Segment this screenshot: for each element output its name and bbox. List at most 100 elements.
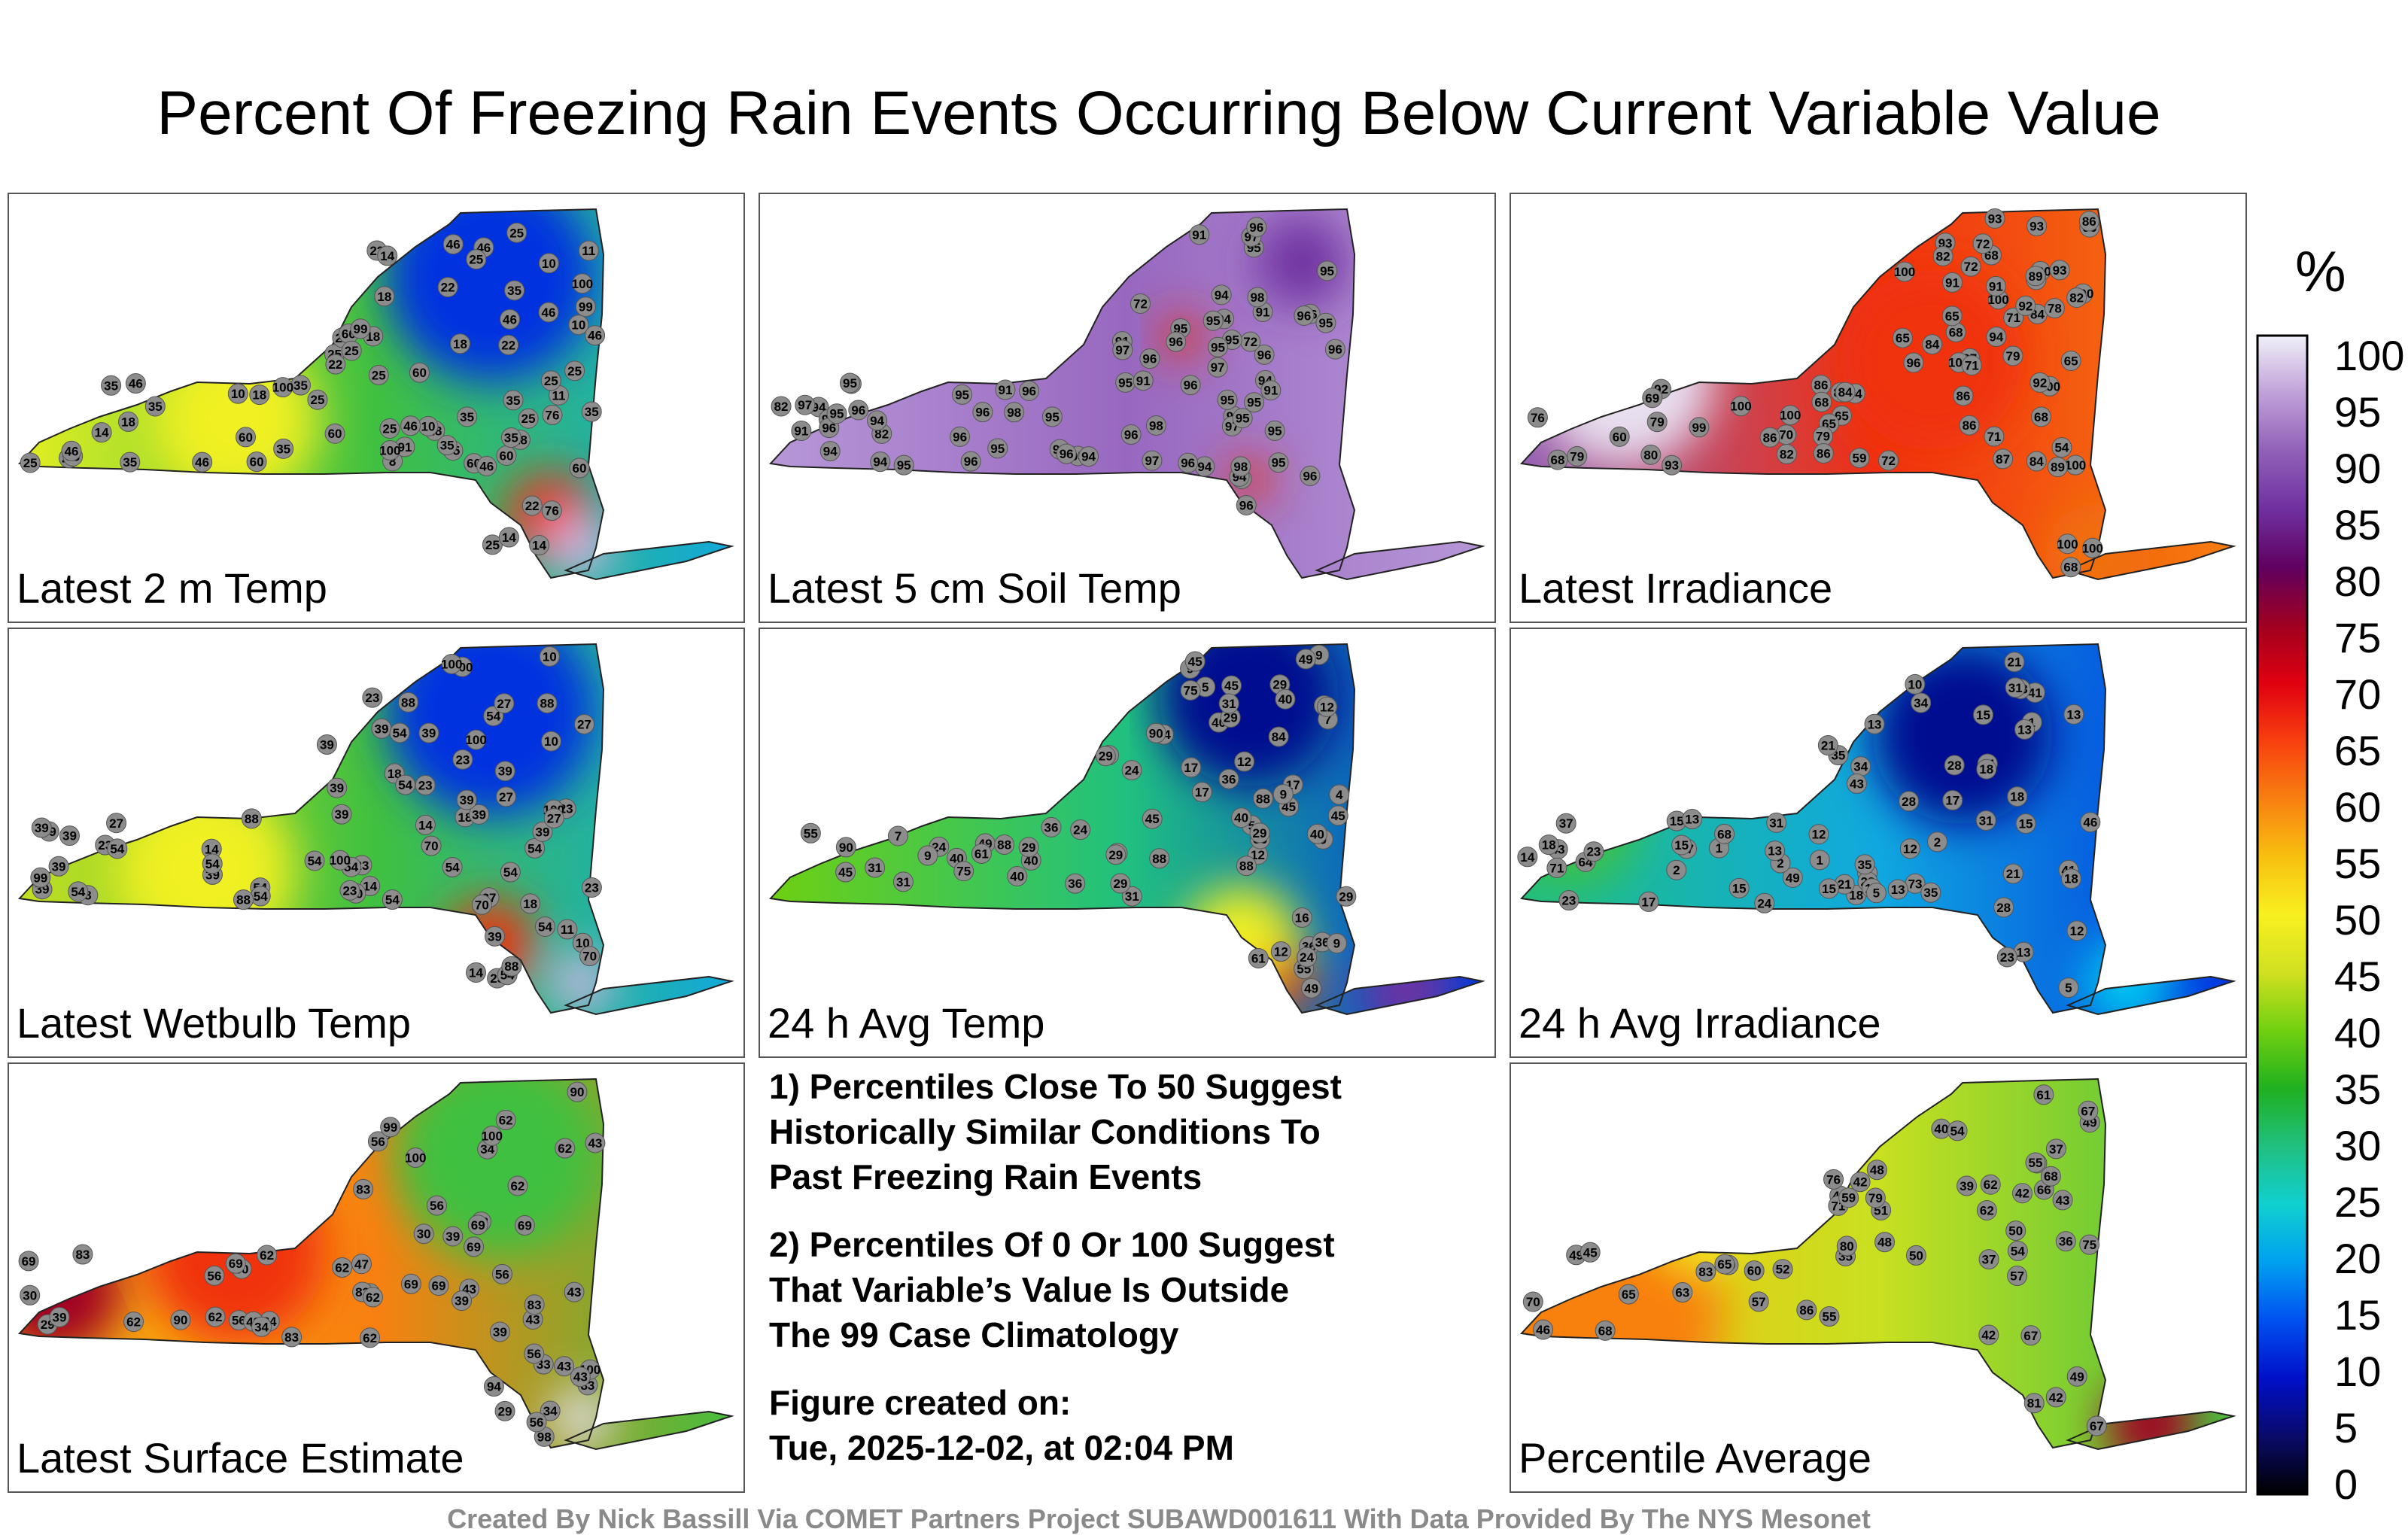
station-value: 17 xyxy=(1641,895,1655,909)
station-value: 35 xyxy=(276,442,290,456)
station-marker: 61 xyxy=(1248,947,1269,968)
panel-24h-avg-irradiance: 3734463118124334172123123491415121131227… xyxy=(1510,628,2247,1058)
station-value: 12 xyxy=(1903,842,1917,856)
station-marker: 60 xyxy=(236,427,257,448)
station-value: 68 xyxy=(1598,1324,1613,1338)
station-marker: 68 xyxy=(2031,406,2052,427)
station-value: 45 xyxy=(838,865,853,880)
station-value: 59 xyxy=(1852,451,1866,466)
station-value: 54 xyxy=(110,842,124,856)
station-value: 65 xyxy=(1896,331,1910,345)
station-marker: 62 xyxy=(257,1245,278,1266)
station-marker: 17 xyxy=(1191,782,1212,803)
station-value: 71 xyxy=(1549,861,1564,875)
station-value: 39 xyxy=(460,793,474,807)
station-value: 13 xyxy=(1891,883,1905,897)
station-value: 95 xyxy=(897,458,911,473)
station-marker: 56 xyxy=(204,1265,225,1286)
station-value: 100 xyxy=(272,381,293,395)
note-1: 1) Percentiles Close To 50 Suggest Histo… xyxy=(769,1064,1491,1199)
station-marker: 83 xyxy=(72,1244,93,1265)
station-value: 31 xyxy=(896,875,911,889)
colorbar-gradient xyxy=(2256,334,2309,1496)
station-marker: 10 xyxy=(568,315,589,336)
station-marker: 10 xyxy=(227,383,248,404)
station-marker: 50 xyxy=(1905,1245,1926,1266)
station-marker: 86 xyxy=(1953,385,1974,406)
station-value: 54 xyxy=(528,841,542,856)
station-value: 29 xyxy=(1224,711,1238,725)
station-value: 16 xyxy=(1295,910,1309,925)
station-value: 54 xyxy=(254,889,268,904)
station-marker: 72 xyxy=(1240,331,1261,352)
station-marker: 54 xyxy=(395,774,416,795)
station-value: 56 xyxy=(530,1415,544,1430)
station-marker: 10 xyxy=(1905,673,1926,695)
station-marker: 95 xyxy=(839,372,860,394)
station-marker: 12 xyxy=(1316,696,1337,717)
station-value: 91 xyxy=(1989,279,2003,293)
station-value: 15 xyxy=(1976,708,1990,722)
station-marker: 10 xyxy=(540,731,561,752)
station-value: 18 xyxy=(2064,872,2078,886)
station-value: 49 xyxy=(1299,652,1313,667)
station-value: 37 xyxy=(1559,816,1573,831)
station-value: 10 xyxy=(231,387,245,401)
map-color-blob xyxy=(551,518,611,578)
station-marker: 69 xyxy=(400,1273,421,1294)
station-marker: 95 xyxy=(1217,389,1238,410)
station-value: 76 xyxy=(546,408,560,422)
station-value: 72 xyxy=(1881,454,1896,468)
station-value: 68 xyxy=(2044,1169,2058,1184)
station-marker: 54 xyxy=(2007,1240,2028,1261)
station-value: 86 xyxy=(2082,214,2096,229)
note-2-line-3: The 99 Case Climatology xyxy=(769,1315,1179,1354)
station-value: 12 xyxy=(1274,945,1288,959)
station-marker: 62 xyxy=(123,1312,144,1333)
station-value: 46 xyxy=(195,455,209,470)
station-marker: 18 xyxy=(1976,758,1997,780)
station-value: 35 xyxy=(1858,858,1872,872)
station-value: 91 xyxy=(999,383,1013,397)
station-value: 97 xyxy=(1145,454,1159,468)
station-value: 15 xyxy=(1674,838,1689,853)
station-value: 88 xyxy=(504,959,518,974)
station-value: 90 xyxy=(570,1085,585,1099)
station-value: 39 xyxy=(472,807,486,822)
station-value: 70 xyxy=(475,898,489,912)
station-value: 23 xyxy=(1561,894,1576,908)
station-value: 90 xyxy=(1149,726,1163,740)
station-marker: 46 xyxy=(499,309,520,330)
station-marker: 12 xyxy=(1270,941,1291,962)
station-marker: 96 xyxy=(1236,494,1257,515)
station-marker: 30 xyxy=(20,1284,41,1306)
panel-percentile-average: 4365433937634946354249423736428671706662… xyxy=(1510,1062,2247,1493)
station-marker: 86 xyxy=(1811,375,1832,396)
station-value: 22 xyxy=(501,339,515,353)
station-value: 9 xyxy=(1333,937,1340,951)
station-value: 62 xyxy=(510,1179,524,1193)
station-value: 71 xyxy=(1965,358,1979,372)
station-value: 60 xyxy=(500,448,514,463)
station-value: 30 xyxy=(23,1288,37,1302)
station-marker: 10 xyxy=(418,415,439,436)
station-marker: 36 xyxy=(1218,768,1239,789)
station-marker: 79 xyxy=(1813,426,1834,447)
station-marker: 54 xyxy=(2051,437,2072,458)
station-value: 68 xyxy=(1814,395,1829,409)
station-value: 95 xyxy=(1320,264,1334,278)
station-marker: 65 xyxy=(1941,305,1963,327)
station-marker: 100 xyxy=(272,377,293,398)
station-marker: 35 xyxy=(144,396,166,417)
station-marker: 2 xyxy=(1666,859,1687,880)
station-value: 57 xyxy=(2010,1269,2024,1284)
station-value: 29 xyxy=(1253,826,1267,840)
station-value: 69 xyxy=(471,1218,485,1233)
panel-label: 24 h Avg Temp xyxy=(768,999,1045,1047)
station-marker: 68 xyxy=(1811,391,1832,412)
station-value: 21 xyxy=(1821,739,1835,753)
station-marker: 71 xyxy=(1961,354,1982,375)
station-marker: 31 xyxy=(1121,886,1142,907)
station-marker: 15 xyxy=(2015,813,2036,834)
station-value: 29 xyxy=(1022,840,1036,855)
